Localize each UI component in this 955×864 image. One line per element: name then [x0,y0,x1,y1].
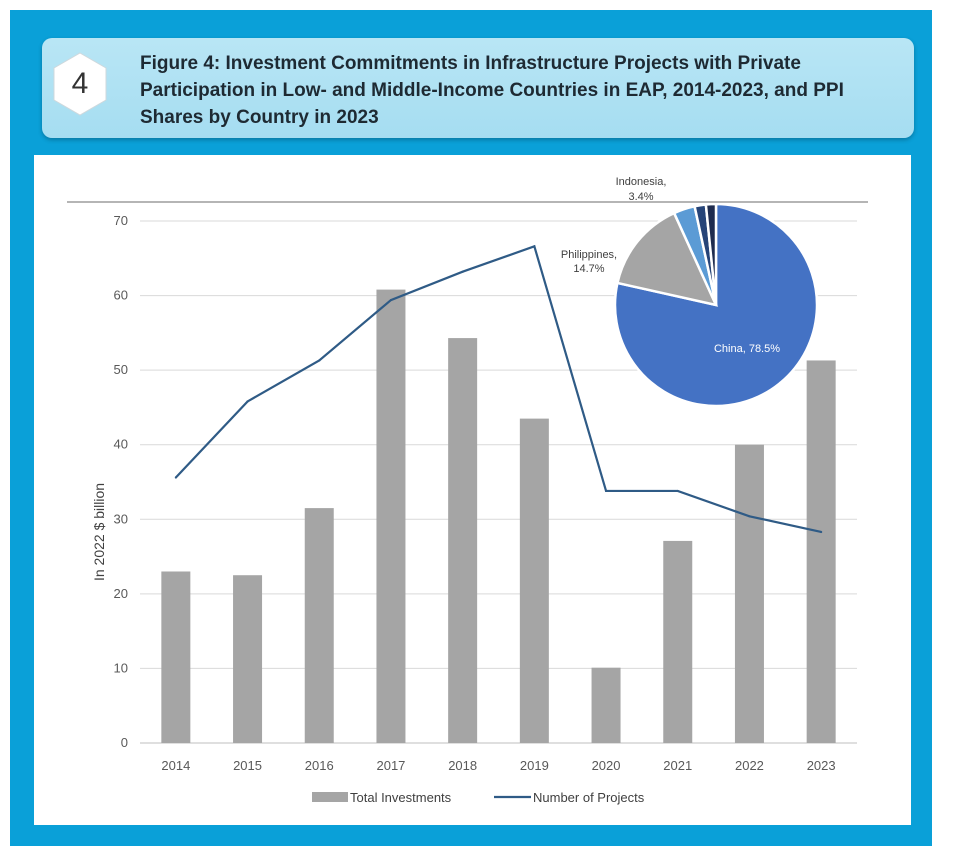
bar-2014 [161,571,191,743]
bar-2018 [448,338,478,743]
bar-2015 [233,575,263,743]
x-tick-label: 2019 [520,758,549,773]
figure-number-badge: 4 [52,52,108,116]
line-point-2020 [604,489,608,493]
line-number-of-projects [175,244,822,534]
bar-2021 [663,540,693,743]
pie-chart: China, 78.5% Philippines, 14.7% Indonesia, 3… [561,176,819,408]
line-point-2016 [318,359,321,362]
line-point-2018 [461,270,464,273]
pie-label-indonesia-line1: Indonesia, [616,176,667,188]
figure-header [42,38,914,138]
pie-label-china: China, 78.5% [714,343,780,355]
bar-2016 [304,508,334,743]
axes: 0 10 20 30 40 50 60 70 In 2022 $ billion 2014 2015… [91,213,836,773]
line-point-2015 [246,400,249,403]
x-tick-label: 2021 [663,758,692,773]
legend-swatch-total-investments [312,792,348,802]
y-axis-title: In 2022 $ billion [91,483,107,581]
y-tick-label: 60 [114,288,128,303]
pie-slice-other [704,202,718,306]
x-tick-label: 2020 [592,758,621,773]
legend-label-total-investments: Total Investments [350,790,452,805]
y-tick-label: 30 [114,511,128,526]
line-point-2022 [748,515,751,518]
bar-2020 [591,667,621,743]
bar-2023 [806,360,836,743]
line-point-2017 [389,298,393,302]
x-tick-label: 2023 [807,758,836,773]
bar-2022 [734,444,764,743]
pie-slice-philippines [615,211,719,307]
figure-title: Figure 4: Investment Commitments in Infr… [140,53,844,128]
figure-number: 4 [71,67,89,100]
y-tick-label: 20 [114,586,128,601]
y-tick-label: 10 [114,660,128,675]
x-tick-label: 2017 [376,758,405,773]
line-point-2021 [676,489,679,493]
line-point-2014 [174,476,177,479]
pie-label-philippines-line1: Philippines, [561,249,617,261]
x-tick-label: 2014 [161,758,190,773]
bar-2017 [376,289,406,743]
y-tick-label: 40 [114,437,128,452]
bar-2019 [519,418,549,743]
y-tick-label: 50 [114,362,128,377]
pie-label-indonesia-line2: 3.4% [628,191,653,203]
legend: Total Investments Number of Projects [312,790,645,805]
bar-series [161,289,836,743]
line-series [174,244,823,534]
x-tick-label: 2018 [448,758,477,773]
x-tick-label: 2022 [735,758,764,773]
y-tick-label: 70 [114,213,128,228]
legend-label-number-of-projects: Number of Projects [533,790,645,805]
y-tick-label: 0 [121,735,128,750]
line-point-2019 [533,245,536,248]
x-tick-label: 2015 [233,758,262,773]
line-point-2023 [820,530,823,534]
x-tick-label: 2016 [305,758,334,773]
pie-label-philippines-line2: 14.7% [573,263,604,275]
